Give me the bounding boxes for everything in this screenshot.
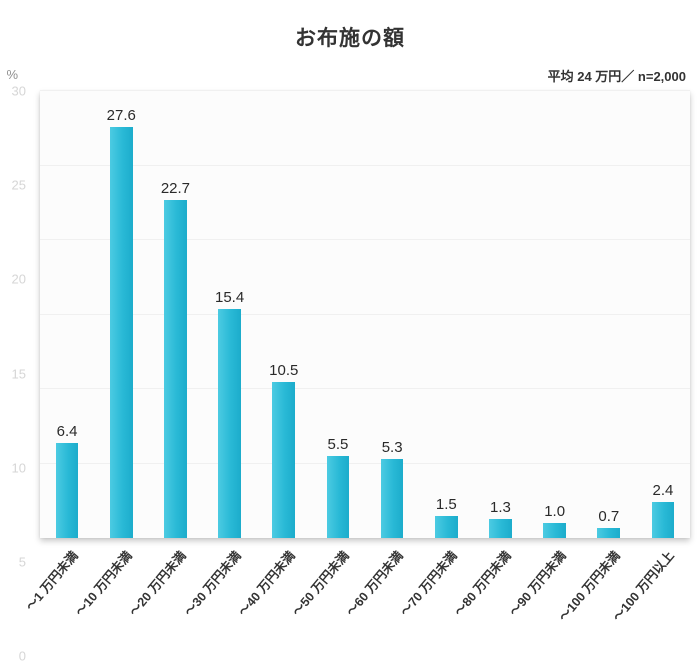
bar	[55, 442, 79, 538]
x-axis: ～1 万円未満 ～10 万円未満 ～20 万円未満 ～30 万円未満 ～40 万円未満～…	[23, 538, 690, 656]
chart-subtitle: 平均 24 万円／ n=2,000	[547, 69, 686, 84]
bar	[380, 459, 404, 538]
bar-slot: 10.5	[257, 91, 311, 538]
bar-slot: 6.4	[40, 91, 94, 538]
bar-chart: % 0 5 10 15 20 25 30 6.4 27.6 22.7 15.4 10.5 5.5 5.3…	[6, 67, 690, 662]
bar-value-label: 27.6	[106, 106, 136, 124]
bar-value-label: 22.7	[160, 179, 191, 197]
bar	[489, 518, 512, 538]
bar-value-label: 5.5	[327, 436, 349, 454]
bar-slot: 2.4	[636, 91, 690, 538]
bar	[597, 527, 621, 538]
chart-title: お布施の額	[295, 27, 405, 50]
bar-slot: 22.7	[148, 91, 202, 538]
bar	[434, 515, 458, 538]
bar	[543, 523, 566, 538]
y-tick-label: 15	[11, 366, 26, 381]
bar	[164, 199, 187, 538]
plot-area: 6.4 27.6 22.7 15.4 10.5 5.5 5.3 1.5 1.3 1.0 0.7 2.4	[40, 90, 690, 538]
gridline	[40, 388, 690, 390]
gridline	[40, 313, 690, 315]
bar-slot: 27.6	[94, 91, 148, 538]
bar-slot: 15.4	[203, 91, 257, 538]
bar-value-label: 5.3	[381, 439, 403, 457]
bar-value-label: 10.5	[269, 361, 299, 379]
bar-slot: 1.5	[419, 91, 473, 538]
bar	[218, 308, 241, 538]
y-tick-label: 25	[11, 177, 26, 193]
bar	[272, 381, 296, 538]
y-tick-label: 20	[11, 271, 26, 287]
y-axis: % 0 5 10 15 20 25 30	[0, 67, 34, 662]
bar-value-label: 1.3	[490, 498, 511, 516]
bar	[326, 456, 350, 538]
gridline	[40, 90, 690, 91]
y-axis-unit-label: %	[6, 67, 18, 82]
y-tick-label: 10	[11, 460, 26, 476]
y-tick-label: 30	[11, 83, 26, 99]
bar-slot: 1.3	[473, 91, 527, 538]
y-tick-label: 0	[18, 648, 26, 662]
gridline	[40, 164, 690, 166]
bar-value-label: 1.0	[544, 503, 566, 521]
bar-slot: 1.0	[528, 91, 582, 538]
bar-slot: 5.3	[365, 91, 419, 538]
bar-slot: 0.7	[582, 91, 636, 538]
bar	[109, 126, 133, 538]
bar-slot: 5.5	[311, 91, 365, 538]
bar-value-label: 1.5	[435, 495, 457, 513]
bar-value-label: 2.4	[652, 482, 674, 500]
gridline	[40, 462, 690, 464]
bar-value-label: 0.7	[598, 507, 620, 525]
y-tick-label: 5	[18, 554, 26, 570]
bar	[651, 502, 675, 538]
bar-value-label: 15.4	[215, 288, 245, 306]
bar-value-label: 6.4	[56, 422, 78, 440]
gridline	[40, 239, 690, 241]
